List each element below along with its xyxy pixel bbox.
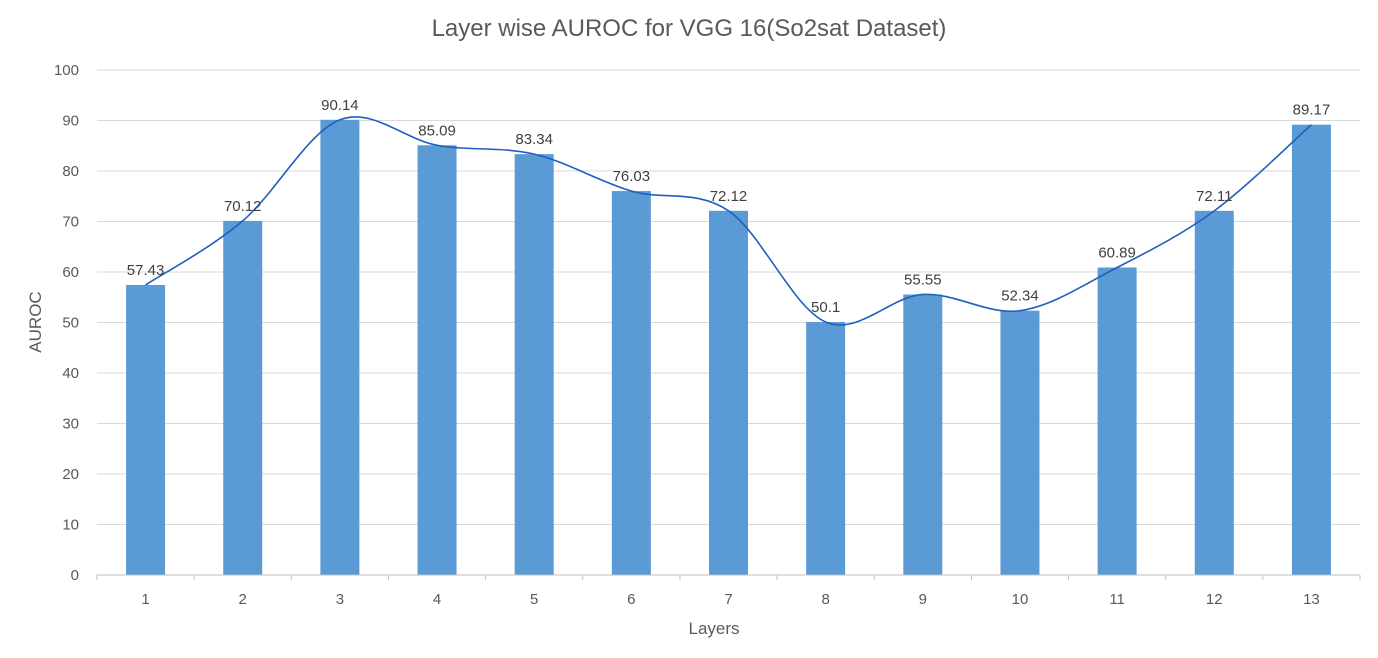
data-label: 60.89 — [1098, 245, 1136, 262]
y-tick-label: 60 — [62, 264, 79, 281]
y-tick-label: 100 — [54, 62, 79, 79]
x-tick-label: 2 — [239, 591, 247, 608]
y-tick-label: 80 — [62, 163, 79, 180]
data-label: 85.09 — [418, 122, 456, 139]
y-tick-label: 50 — [62, 315, 79, 332]
x-tick-label: 13 — [1303, 591, 1320, 608]
data-label: 72.12 — [710, 188, 748, 205]
y-tick-label: 70 — [62, 214, 79, 231]
y-tick-label: 0 — [71, 567, 79, 584]
x-tick-label: 1 — [141, 591, 149, 608]
x-tick-label: 5 — [530, 591, 538, 608]
y-tick-label: 10 — [62, 517, 79, 534]
x-tick-label: 12 — [1206, 591, 1223, 608]
data-label: 76.03 — [613, 168, 651, 185]
data-label: 90.14 — [321, 97, 359, 114]
data-labels: 57.43 70.12 90.14 85.09 83.34 76.03 72.12 50.1 5… — [127, 97, 1330, 316]
bars — [126, 119, 1331, 576]
y-axis-title: AUROC — [26, 291, 45, 352]
x-axis-title: Layers — [688, 619, 739, 638]
bar — [417, 145, 457, 575]
data-label: 52.34 — [1001, 288, 1039, 305]
x-tick-label: 10 — [1012, 591, 1029, 608]
bar — [514, 154, 554, 575]
y-tick-label: 30 — [62, 416, 79, 433]
y-tick-label: 40 — [62, 365, 79, 382]
x-tick-label: 11 — [1109, 591, 1125, 608]
data-label: 50.1 — [811, 299, 840, 316]
bar — [1291, 124, 1331, 575]
y-tick-label: 20 — [62, 466, 79, 483]
x-tick-label: 4 — [433, 591, 441, 608]
data-label: 57.43 — [127, 262, 165, 279]
x-tick-label: 3 — [336, 591, 344, 608]
x-tick-label: 6 — [627, 591, 635, 608]
data-label: 89.17 — [1293, 102, 1331, 119]
x-tick-label: 7 — [724, 591, 732, 608]
data-label: 83.34 — [515, 131, 553, 148]
y-tick-label: 90 — [62, 113, 79, 130]
x-axis-ticks: 1 2 3 4 5 6 7 8 9 10 11 12 13 — [96, 575, 1361, 608]
data-label: 72.11 — [1196, 188, 1232, 205]
x-tick-label: 8 — [821, 591, 829, 608]
bar — [709, 210, 748, 575]
bar — [1000, 310, 1040, 575]
data-label: 55.55 — [904, 271, 942, 288]
y-axis-ticks: 0 10 20 30 40 50 60 70 80 90 100 — [54, 62, 79, 584]
bar — [126, 284, 166, 575]
bar — [611, 191, 651, 575]
bar — [806, 321, 846, 575]
chart-title: Layer wise AUROC for VGG 16(So2sat Datas… — [432, 15, 947, 42]
bar — [1194, 210, 1234, 576]
data-label: 70.12 — [224, 198, 262, 215]
bar — [1097, 267, 1137, 575]
smoothed-trend-line — [145, 116, 1312, 326]
bar — [320, 119, 360, 575]
x-tick-label: 9 — [919, 591, 927, 608]
bar — [903, 294, 943, 575]
bar — [223, 220, 263, 576]
